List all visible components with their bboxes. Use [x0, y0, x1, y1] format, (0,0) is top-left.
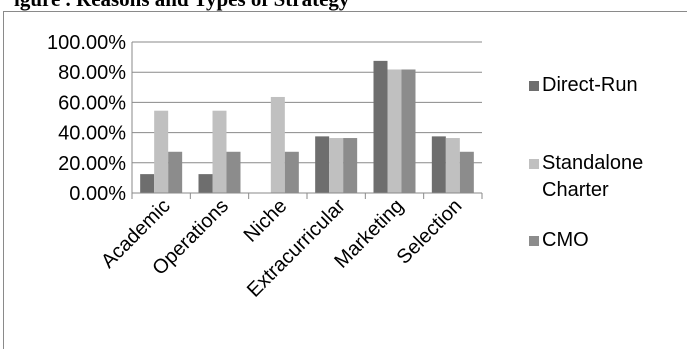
y-tick-label: 0.00% [69, 183, 126, 205]
bar [401, 69, 416, 193]
x-tick-label: Selection [393, 195, 467, 269]
legend-label: CMO [542, 229, 589, 251]
bar [459, 151, 474, 193]
y-tick-label: 20.00% [58, 153, 126, 175]
bar [343, 138, 358, 193]
bar [445, 138, 460, 193]
chart-frame [3, 11, 687, 349]
y-tick-label: 80.00% [58, 62, 126, 84]
bar [154, 110, 169, 193]
legend-label: Standalone Charter [542, 152, 643, 201]
axes [131, 42, 483, 199]
legend-swatch [529, 236, 539, 246]
bar [431, 136, 446, 193]
legend: Direct-Run Standalone Charter CMO [529, 74, 643, 251]
bar [284, 151, 299, 193]
bar [226, 151, 241, 193]
figure-title-cut-off: igure . Reasons and Types of Strategy [14, 0, 349, 12]
bar [140, 174, 155, 193]
y-tick-label: 60.00% [58, 92, 126, 114]
bar [212, 110, 227, 193]
bar [315, 136, 330, 193]
bar [329, 138, 344, 193]
bar [373, 60, 388, 193]
y-tick-labels: 0.00% 20.00% 40.00% 60.00% 80.00% 100.00% [47, 32, 126, 205]
bar [168, 151, 183, 193]
bar [270, 96, 285, 193]
legend-label: Direct-Run [542, 74, 638, 96]
bar [387, 69, 402, 193]
y-tick-label: 100.00% [47, 32, 126, 54]
y-tick-label: 40.00% [58, 123, 126, 145]
x-tick-label: Niche [240, 195, 292, 247]
bar [198, 174, 213, 193]
bars [140, 60, 474, 193]
gridlines [132, 41, 482, 164]
legend-swatch [529, 159, 539, 169]
legend-swatch [529, 81, 539, 91]
